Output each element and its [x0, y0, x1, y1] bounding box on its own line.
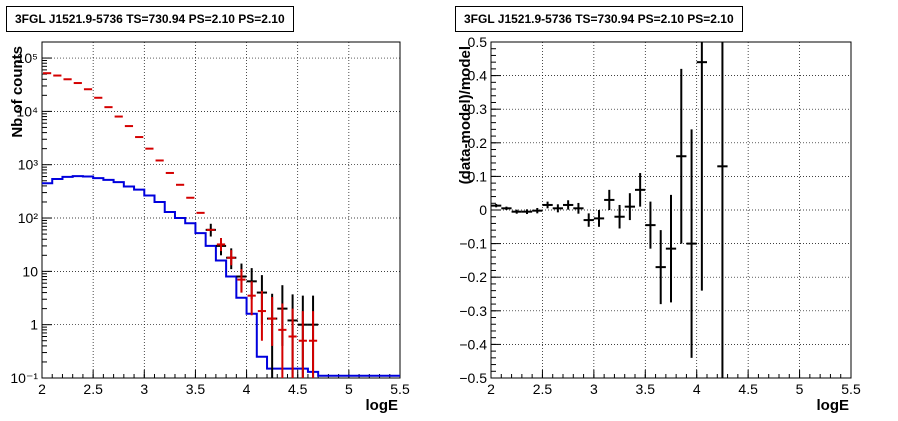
left-x-tick-label: 2: [38, 381, 46, 397]
right-y-tick-label: 0.5: [468, 34, 488, 50]
right-x-tick-label: 5: [796, 381, 804, 397]
residual-point: [614, 204, 625, 229]
residual-point: [593, 210, 605, 227]
right-chart-title: 3FGL J1521.9-5736 TS=730.94 PS=2.10 PS=2…: [455, 6, 743, 32]
left-y-tick-label: 10⁴: [16, 103, 38, 119]
residual-point: [686, 129, 697, 358]
left-y-axis-label: Nb of counts: [9, 46, 26, 138]
right-y-tick-label: 0: [479, 202, 487, 218]
residual-point: [645, 201, 656, 249]
left-y-tick-label: 10⁻¹: [10, 370, 38, 386]
residual-point: [676, 68, 687, 244]
left-plot-frame: [41, 41, 401, 379]
left-y-tick-label: 1: [30, 317, 38, 333]
residual-point: [501, 206, 512, 210]
residual-point: [542, 201, 553, 209]
left-x-tick-label: 3: [140, 381, 148, 397]
right-y-tick-label: 0.3: [468, 101, 488, 117]
model-point: [247, 281, 256, 316]
residual-point: [573, 202, 584, 214]
left-x-axis-label: logE: [366, 397, 399, 414]
residual-point: [511, 209, 522, 214]
residual-point: [532, 207, 543, 214]
left-x-tick-label: 2.5: [83, 381, 103, 397]
left-x-tick-label: 3.5: [186, 381, 206, 397]
right-x-tick-label: 3: [590, 381, 598, 397]
right-x-tick-label: 2: [487, 381, 495, 397]
left-x-tick-label: 5: [345, 381, 353, 397]
model-point: [216, 238, 226, 252]
left-x-tick-label: 4: [243, 381, 251, 397]
residual-point: [665, 194, 677, 303]
residual-point: [583, 213, 594, 227]
left-y-tick-label: 10⁵: [17, 50, 38, 66]
model-step-line: [42, 175, 400, 377]
model-point: [268, 297, 277, 346]
right-y-tick-label: 0.1: [468, 168, 488, 184]
residual-point: [604, 189, 615, 210]
residual-point: [655, 230, 666, 305]
left-chart-title: 3FGL J1521.9-5736 TS=730.94 PS=2.10 PS=2…: [6, 6, 294, 32]
model-point: [237, 269, 246, 293]
right-y-tick-label: −0.4: [459, 336, 487, 352]
residual-point: [717, 42, 728, 378]
residual-point: [521, 209, 533, 215]
left-x-tick-label: 5.5: [390, 381, 410, 397]
right-y-tick-label: −0.5: [459, 370, 487, 386]
right-x-tick-label: 4: [693, 381, 701, 397]
right-x-tick-label: 5.5: [841, 381, 861, 397]
left-y-tick-label: 10³: [18, 157, 39, 173]
model-point: [257, 290, 267, 341]
left-y-tick-label: 10: [22, 263, 38, 279]
left-x-tick-label: 4.5: [288, 381, 308, 397]
residual-point: [552, 204, 563, 213]
right-y-tick-label: 0.4: [468, 68, 488, 84]
left-y-tick-label: 10²: [18, 210, 39, 226]
residual-point: [635, 173, 646, 207]
model-point: [298, 311, 307, 378]
right-y-tick-label: −0.1: [459, 236, 487, 252]
model-point: [227, 250, 236, 266]
right-x-tick-label: 3.5: [636, 381, 656, 397]
model-point: [278, 303, 287, 378]
model-point: [288, 308, 297, 378]
residual-point: [624, 193, 635, 221]
right-x-tick-label: 2.5: [533, 381, 553, 397]
right-x-tick-label: 4.5: [738, 381, 758, 397]
right-y-tick-label: −0.2: [459, 269, 487, 285]
right-y-tick-label: −0.3: [459, 303, 487, 319]
right-x-axis-label: logE: [817, 397, 850, 414]
right-y-tick-label: 0.2: [468, 135, 488, 151]
residual-point: [563, 200, 574, 210]
residual-point: [696, 42, 707, 291]
residual-point: [491, 203, 502, 208]
right-y-axis-label: (data-model)/model: [457, 46, 474, 184]
model-point: [308, 311, 318, 378]
